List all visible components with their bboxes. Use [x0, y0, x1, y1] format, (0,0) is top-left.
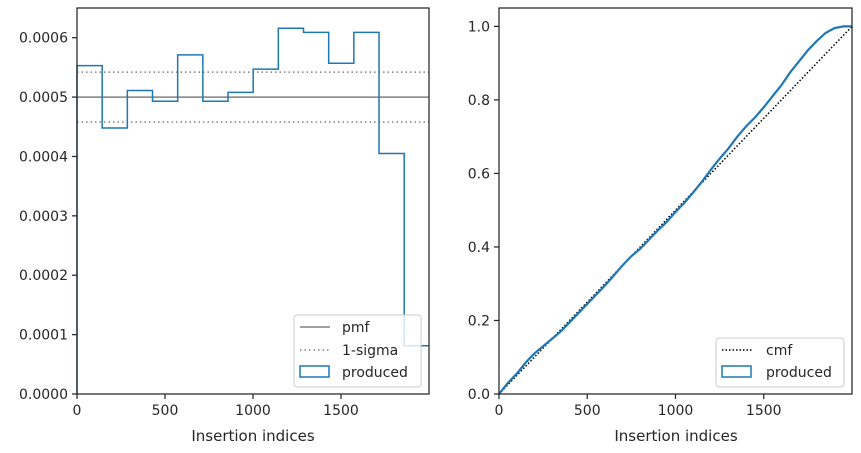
- x-tick-label: 0: [495, 403, 504, 419]
- x-tick-label: 1000: [235, 403, 271, 419]
- histogram-plot-area: [76, 27, 429, 394]
- legend-pmf-label: pmf: [342, 320, 371, 336]
- y-tick-label: 0.0002: [19, 268, 68, 284]
- cumulative-plot-area: [498, 25, 853, 395]
- x-tick-label: 500: [574, 403, 601, 419]
- x-tick-label: 500: [152, 403, 179, 419]
- histogram-x-ticks: 0 500 1000 1500: [73, 394, 359, 419]
- y-tick-label: 0.0: [468, 387, 490, 403]
- cumulative-x-axis-label: Insertion indices: [614, 427, 737, 445]
- x-tick-label: 0: [73, 403, 82, 419]
- legend-produced-swatch: [299, 365, 330, 378]
- histogram-y-ticks: 0.0000 0.0001 0.0002 0.0003 0.0004 0.0005 0.00…: [19, 31, 77, 403]
- x-tick-label: 1000: [658, 403, 694, 419]
- histogram-x-axis-label: Insertion indices: [191, 427, 314, 445]
- legend-produced-label-2: produced: [766, 365, 832, 381]
- y-tick-label: 0.8: [468, 93, 490, 109]
- cumulative-axes-frame: [498, 7, 853, 395]
- cumulative-x-ticks: 0 500 1000 1500: [495, 394, 782, 419]
- legend-produced-label: produced: [342, 365, 408, 381]
- histogram-legend-box: [293, 314, 422, 388]
- x-tick-label: 1500: [746, 403, 782, 419]
- cumulative-legend: cmf produced: [715, 337, 845, 388]
- y-tick-label: 0.4: [468, 240, 490, 256]
- legend-sigma-label: 1-sigma: [342, 343, 398, 359]
- y-tick-label: 0.0004: [19, 149, 68, 165]
- y-tick-label: 0.0001: [19, 328, 68, 344]
- x-tick-label: 1500: [323, 403, 359, 419]
- y-tick-label: 1.0: [468, 19, 490, 35]
- produced-histogram-step: [76, 27, 429, 394]
- histogram-chart: 0.0000 0.0001 0.0002 0.0003 0.0004 0.0005 0.00…: [19, 7, 430, 445]
- cumulative-y-ticks: 0.0 0.2 0.4 0.6 0.8 1.0: [468, 19, 499, 403]
- y-tick-label: 0.2: [468, 313, 490, 329]
- y-tick-label: 0.0006: [19, 31, 68, 47]
- y-tick-label: 0.0000: [19, 387, 68, 403]
- y-tick-label: 0.6: [468, 166, 490, 182]
- legend-produced-swatch-2: [721, 365, 752, 378]
- y-tick-label: 0.0003: [19, 209, 68, 225]
- histogram-legend: pmf 1-sigma produced: [293, 314, 422, 388]
- cumulative-chart: 0.0 0.2 0.4 0.6 0.8 1.0 0 500 1000 1500 Insertio…: [468, 7, 853, 445]
- produced-cumulative-line: [498, 25, 852, 395]
- y-tick-label: 0.0005: [19, 90, 68, 106]
- legend-cmf-label: cmf: [766, 343, 793, 359]
